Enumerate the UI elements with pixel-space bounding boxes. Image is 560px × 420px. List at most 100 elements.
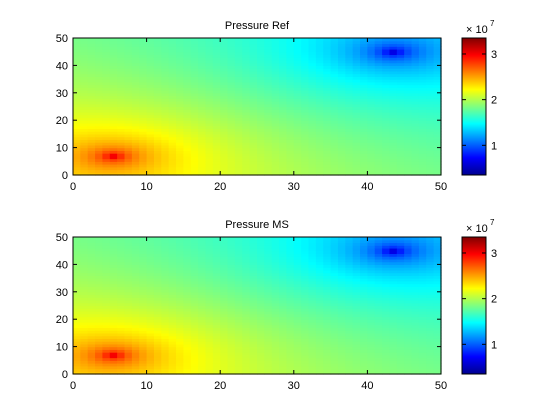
heatmap-cell: [102, 294, 111, 298]
heatmap-cell: [190, 321, 199, 326]
heatmap-cell: [389, 261, 398, 265]
heatmap-cell: [161, 147, 170, 151]
heatmap-cell: [242, 90, 251, 94]
heatmap-cell: [183, 275, 192, 279]
heatmap-cell: [161, 310, 170, 315]
heatmap-cell: [418, 258, 427, 263]
heatmap-cell: [293, 352, 302, 356]
heatmap-cell: [293, 278, 302, 282]
heatmap-cell: [146, 84, 155, 88]
heatmap-cell: [102, 101, 111, 105]
heatmap-cell: [109, 261, 118, 265]
heatmap-cell: [301, 169, 310, 173]
x-tick-label: 20: [214, 181, 226, 193]
heatmap-cell: [433, 150, 442, 154]
heatmap-cell: [337, 269, 346, 274]
heatmap-cell: [146, 142, 155, 146]
heatmap-cell: [308, 68, 317, 72]
heatmap-cell: [109, 120, 118, 124]
heatmap-cell: [330, 247, 339, 252]
heatmap-cell: [220, 161, 229, 165]
heatmap-cell: [220, 313, 229, 318]
heatmap-cell: [330, 321, 339, 326]
heatmap-cell: [146, 38, 155, 42]
heatmap-cell: [374, 84, 383, 88]
heatmap-cell: [315, 84, 324, 88]
heatmap-cell: [345, 166, 354, 171]
heatmap-cell: [183, 158, 192, 162]
heatmap-cell: [234, 272, 243, 276]
heatmap-cell: [220, 291, 229, 296]
heatmap-cell: [109, 324, 118, 329]
heatmap-cell: [308, 125, 317, 130]
heatmap-cell: [176, 341, 184, 345]
heatmap-cell: [293, 341, 302, 345]
heatmap-cell: [168, 346, 177, 350]
heatmap-cell: [87, 117, 96, 121]
heatmap-cell: [109, 79, 118, 83]
heatmap-cell: [352, 40, 361, 45]
heatmap-cell: [374, 283, 383, 287]
heatmap-cell: [360, 48, 368, 53]
heatmap-cell: [411, 92, 420, 97]
heatmap-cell: [198, 57, 207, 61]
heatmap-cell: [183, 363, 192, 367]
heatmap-cell: [411, 111, 420, 116]
heatmap-cell: [330, 169, 339, 173]
heatmap-cell: [286, 294, 295, 298]
heatmap-cell: [315, 247, 324, 252]
heatmap-cell: [389, 349, 398, 353]
heatmap-cell: [117, 144, 126, 149]
heatmap-cell: [176, 84, 184, 88]
heatmap-cell: [418, 237, 427, 241]
heatmap-cell: [404, 136, 413, 140]
heatmap-cell: [360, 57, 368, 61]
heatmap-cell: [87, 357, 96, 361]
heatmap-cell: [117, 101, 126, 105]
heatmap-cell: [345, 352, 354, 356]
heatmap-cell: [153, 242, 162, 246]
heatmap-cell: [168, 153, 177, 157]
heatmap-cell: [109, 87, 118, 91]
heatmap-cell: [87, 38, 96, 42]
heatmap-cell: [382, 310, 391, 315]
heatmap-cell: [80, 122, 89, 127]
heatmap-cell: [389, 125, 398, 130]
heatmap-cell: [271, 155, 280, 160]
heatmap-cell: [102, 106, 111, 110]
heatmap-cell: [279, 321, 288, 326]
heatmap-cell: [176, 316, 184, 320]
heatmap-cell: [404, 365, 413, 370]
heatmap-cell: [418, 92, 427, 97]
heatmap-cell: [389, 147, 398, 151]
heatmap-cell: [271, 363, 280, 367]
heatmap-cell: [396, 101, 405, 105]
heatmap-cell: [168, 114, 177, 119]
heatmap-cell: [411, 291, 420, 296]
heatmap-cell: [87, 253, 96, 257]
heatmap-cell: [168, 283, 177, 287]
heatmap-cell: [242, 363, 251, 367]
heatmap-cell: [205, 62, 214, 66]
heatmap-cell: [404, 155, 413, 160]
heatmap-cell: [109, 302, 118, 307]
heatmap-cell: [168, 139, 177, 143]
heatmap-cell: [153, 264, 162, 268]
heatmap-cell: [220, 106, 229, 110]
heatmap-cell: [330, 261, 339, 265]
heatmap-cell: [330, 87, 339, 91]
heatmap-cell: [257, 98, 265, 102]
heatmap-cell: [131, 291, 140, 296]
heatmap-cell: [411, 308, 420, 312]
heatmap-cell: [330, 300, 339, 304]
heatmap-cell: [227, 302, 236, 307]
heatmap-cell: [404, 289, 413, 293]
heatmap-cell: [176, 103, 184, 108]
heatmap-cell: [286, 59, 295, 64]
heatmap-cell: [80, 142, 89, 146]
heatmap-cell: [315, 352, 324, 356]
heatmap-cell: [87, 278, 96, 282]
heatmap-cell: [271, 161, 280, 165]
heatmap-cell: [418, 280, 427, 285]
heatmap-cell: [220, 354, 229, 359]
